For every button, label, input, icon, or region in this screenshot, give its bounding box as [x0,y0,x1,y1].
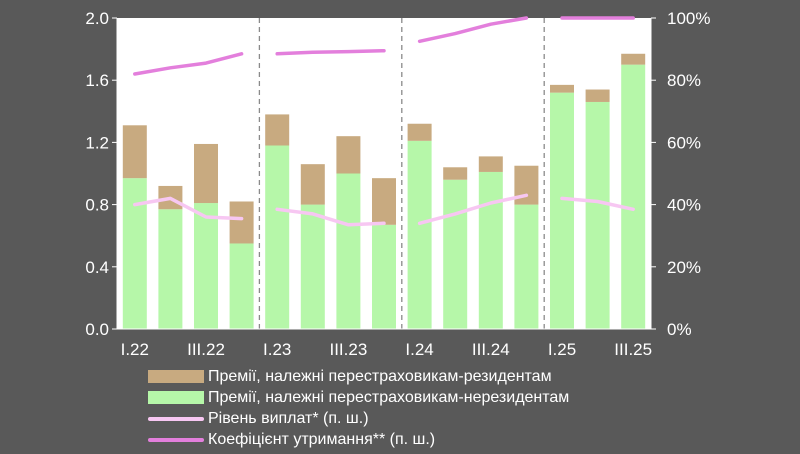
x-tick-label: III.24 [472,340,510,359]
bar-resident-II.24 [443,167,468,180]
bar-resident-III.22 [194,143,218,204]
y-right-tick-label: 20% [667,258,701,277]
bar-nonresident-I.22 [122,178,147,329]
bar-resident-II.25 [585,89,610,102]
bar-resident-I.22 [122,125,147,179]
y-left-tick-label: 0.4 [85,258,109,277]
y-left-tick-label: 2.0 [85,9,109,28]
legend-label-residents: Премії, належні перестраховикам-резидент… [208,367,552,385]
bar-nonresident-IV.22 [229,243,254,329]
y-left-tick-label: 1.6 [85,71,109,90]
y-left-ticks: 0.0 0.4 0.8 1.2 1.6 2.0 [85,9,117,339]
bar-resident-III.25 [621,53,646,65]
x-tick-label: I.22 [121,340,149,359]
legend-label-loss-ratio: Рівень виплат* (п. ш.) [208,409,369,427]
line-loss-ratio-period-2 [275,207,386,227]
bar-nonresident-IV.24 [514,204,539,329]
line-loss-ratio-period-4 [560,196,635,212]
y-right-ticks: 0% 20% 40% 60% 80% 100% [651,9,710,339]
bar-nonresident-I.25 [550,92,574,329]
bar-resident-I.23 [265,114,290,146]
bar-resident-I.24 [407,123,432,141]
legend-label-retention: Коефіцієнт утримання** (п. ш.) [208,430,436,448]
bar-nonresident-II.22 [158,209,183,329]
legend-swatch-loss-ratio [148,416,204,421]
x-ticks: I.22 III.22 I.23 III.23 I.24 III.24 I.25 III.25 [121,340,652,359]
bar-nonresident-III.25 [621,64,646,330]
x-tick-label: I.24 [405,340,433,359]
bar-resident-II.23 [300,164,325,205]
bar-resident-III.23 [336,136,361,174]
y-right-tick-label: 60% [667,133,701,152]
y-left-tick-label: 0.0 [85,320,109,339]
bar-nonresident-II.25 [585,101,610,329]
bar-nonresident-III.23 [336,173,361,329]
x-tick-label: III.22 [187,340,225,359]
y-right-tick-label: 80% [667,71,701,90]
bar-resident-I.25 [550,84,574,93]
x-tick-label: III.25 [614,340,652,359]
y-right-tick-label: 100% [667,9,710,28]
bar-resident-IV.23 [372,178,396,225]
legend-item-retention: Коефіцієнт утримання** (п. ш.) [148,429,569,450]
x-tick-label: I.25 [548,340,576,359]
legend-swatch-residents [148,370,204,383]
line-loss-ratio-period-3 [417,193,529,226]
x-tick-label: III.23 [329,340,367,359]
bar-resident-III.24 [478,156,503,172]
y-right-tick-label: 40% [667,196,701,215]
legend-item-nonresidents: Премії, належні перестраховикам-нерезиде… [148,387,569,408]
bar-nonresident-III.24 [478,171,503,329]
bar-nonresident-II.24 [443,179,468,329]
period-dividers [258,18,545,329]
legend-item-residents: Премії, належні перестраховикам-резидент… [148,366,569,387]
lines-group [133,16,635,227]
bar-nonresident-III.22 [194,203,218,329]
legend-swatch-nonresidents [148,391,204,404]
legend-item-loss-ratio: Рівень виплат* (п. ш.) [148,408,569,429]
bar-resident-IV.22 [229,201,254,244]
bar-nonresident-I.24 [407,140,432,329]
y-left-tick-label: 0.8 [85,196,109,215]
axes-group [116,18,652,330]
bar-nonresident-IV.23 [372,224,396,329]
x-tick-label: I.23 [263,340,291,359]
legend-label-nonresidents: Премії, належні перестраховикам-нерезиде… [208,388,570,406]
line-loss-ratio-period-1 [133,196,244,221]
bar-nonresident-I.23 [265,145,290,329]
y-right-tick-label: 0% [667,320,692,339]
legend: Премії, належні перестраховикам-резидент… [148,366,569,450]
line-retention-period-3 [417,16,529,44]
bar-nonresident-II.23 [300,204,325,329]
line-retention-period-1 [133,52,244,76]
y-left-tick-label: 1.2 [85,133,109,152]
legend-swatch-retention [148,437,204,442]
line-retention-period-2 [275,48,386,56]
